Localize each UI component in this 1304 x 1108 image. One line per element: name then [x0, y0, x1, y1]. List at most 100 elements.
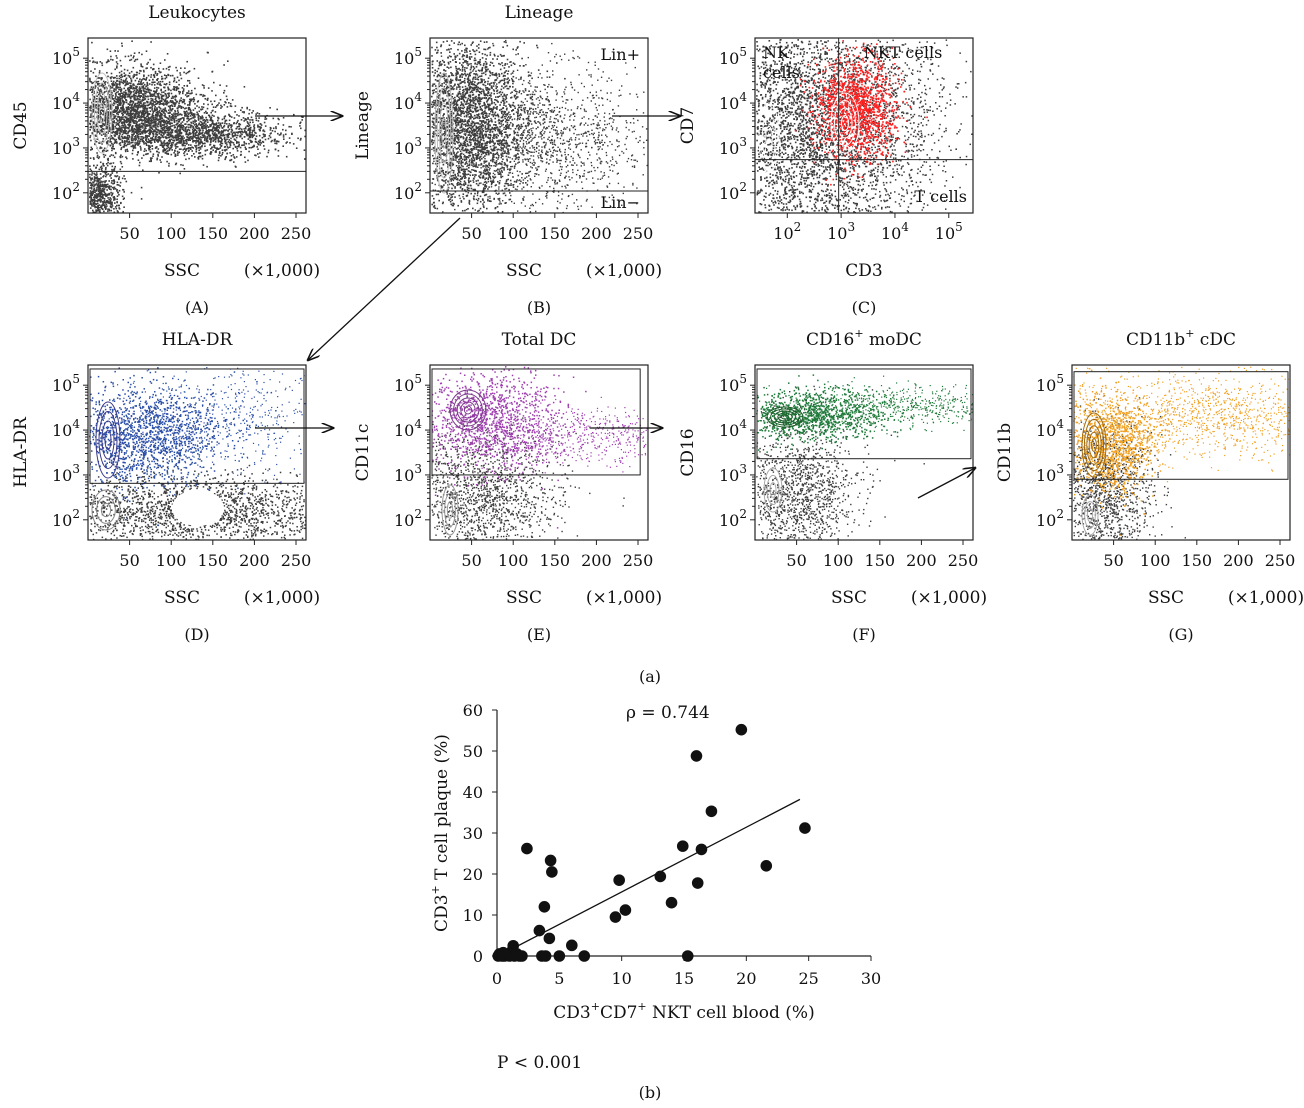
event-dot [157, 87, 160, 89]
event-dot [216, 104, 218, 107]
event-dot [462, 103, 464, 105]
event-dot [112, 104, 115, 107]
event-dot [98, 97, 100, 99]
event-dot [148, 141, 151, 144]
event-dot [152, 115, 155, 117]
event-dot [148, 128, 150, 131]
event-dot [277, 132, 279, 135]
event-dot [501, 99, 504, 102]
event-dot [116, 112, 118, 115]
event-dot [145, 135, 148, 137]
event-dot [196, 105, 198, 107]
event-dot [457, 181, 459, 184]
event-dot [194, 128, 197, 131]
event-dot [229, 144, 232, 147]
event-dot [127, 91, 130, 93]
event-dot [161, 103, 164, 105]
event-dot [159, 83, 161, 85]
event-dot [99, 61, 102, 63]
event-dot [132, 102, 135, 104]
event-dot [207, 134, 210, 136]
event-dot [147, 98, 150, 101]
event-dot [118, 93, 120, 95]
event-dot [210, 152, 212, 155]
event-dot [175, 101, 178, 103]
event-dot [154, 118, 157, 121]
event-dot [142, 169, 144, 171]
event-dot [174, 113, 176, 116]
event-dot [480, 92, 483, 95]
event-dot [197, 117, 200, 120]
event-dot [469, 68, 472, 71]
event-dot [175, 117, 177, 119]
event-dot [119, 117, 121, 119]
event-dot [226, 152, 229, 155]
event-dot [464, 189, 466, 191]
event-dot [189, 139, 191, 141]
event-dot [168, 95, 170, 97]
event-dot [133, 89, 136, 92]
event-dot [206, 165, 208, 168]
event-dot [175, 131, 178, 133]
event-dot [223, 146, 226, 148]
event-dot [227, 133, 229, 135]
event-dot [144, 136, 147, 139]
event-dot [125, 180, 128, 183]
event-dot [146, 109, 148, 112]
event-dot [113, 121, 115, 124]
event-dot [138, 102, 140, 104]
event-dot [124, 75, 126, 77]
event-dot [193, 153, 195, 155]
event-dot [572, 126, 575, 129]
event-dot [119, 86, 122, 89]
event-dot [124, 79, 127, 82]
event-dot [108, 137, 110, 139]
event-dot [150, 97, 152, 100]
event-dot [142, 137, 145, 139]
event-dot [190, 92, 192, 95]
event-dot [199, 117, 202, 119]
event-dot [149, 140, 152, 143]
event-dot [280, 132, 282, 134]
event-dot [197, 119, 200, 121]
event-dot [263, 148, 266, 150]
event-dot [106, 111, 109, 113]
event-dot [164, 131, 167, 134]
event-dot [486, 101, 488, 103]
event-dot [103, 124, 106, 127]
event-dot [92, 81, 94, 84]
event-dot [132, 75, 135, 77]
event-dot [166, 131, 169, 134]
event-dot [188, 123, 190, 126]
event-dot [511, 118, 514, 121]
event-dot [148, 83, 151, 85]
event-dot [468, 110, 470, 113]
event-dot [178, 137, 181, 140]
event-dot [210, 137, 213, 140]
event-dot [92, 125, 95, 128]
event-dot [282, 136, 285, 138]
event-dot [198, 142, 200, 145]
event-dot [148, 103, 151, 105]
event-dot [113, 186, 116, 189]
event-dot [465, 103, 468, 105]
event-dot [159, 136, 162, 139]
event-dot [164, 107, 167, 109]
event-dot [179, 126, 182, 129]
event-dot [183, 85, 186, 87]
event-dot [203, 85, 205, 87]
event-dot [214, 147, 217, 149]
event-dot [143, 75, 145, 77]
y-tick-label: 105 [52, 45, 80, 68]
event-dot [441, 63, 443, 65]
event-dot [175, 136, 177, 139]
event-dot [110, 173, 112, 176]
event-dot [108, 60, 110, 62]
event-dot [477, 109, 479, 112]
event-dot [159, 100, 162, 102]
event-dot [156, 86, 158, 89]
event-dot [98, 72, 101, 74]
event-dot [238, 143, 240, 146]
event-dot [226, 98, 228, 101]
event-dot [122, 111, 125, 114]
